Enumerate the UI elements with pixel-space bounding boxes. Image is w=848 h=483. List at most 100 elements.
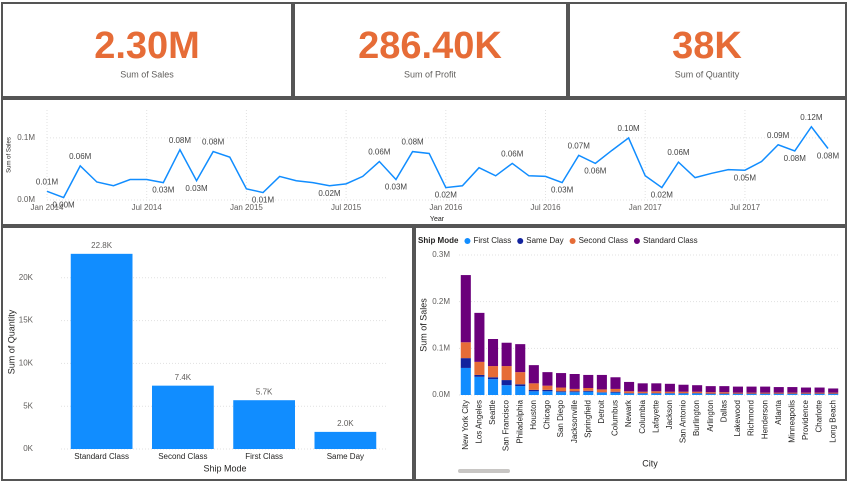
legend-label: Second Class [579,236,628,245]
bar-segment [760,392,771,394]
x-tick-label: Philadelphia [515,399,524,443]
data-label: 0.03M [551,186,574,195]
x-tick-label: Second Class [158,452,207,461]
data-label: 0.08M [202,138,225,147]
x-tick-label: Jul 2017 [730,203,761,212]
x-tick-label: Atlanta [774,399,783,424]
x-tick-label: Jul 2014 [132,203,163,212]
bar-segment [583,374,594,388]
bar-segment [678,384,689,392]
bar-segment [800,394,812,395]
bar-segment [773,394,784,395]
x-tick-label: Columbus [611,400,620,436]
stacked-panel [414,226,847,481]
card-panel [293,2,568,98]
x-tick-label: Jan 2015 [230,203,263,212]
x-tick-label: Jackson [665,400,674,429]
line-panel [1,98,847,226]
x-tick-label: Same Day [327,452,364,461]
data-label: 0.01M [252,196,275,205]
data-label: 22.8K [91,241,113,250]
bar-segment [542,391,553,395]
y-axis-title: Sum of Quantity [6,309,16,374]
y-axis-title: Sum of Sales [7,137,13,173]
bar-segment [678,391,689,394]
data-label: 0.12M [800,113,823,122]
bar-segment [556,387,567,392]
scrollbar[interactable] [458,469,510,473]
bar-segment [528,383,539,390]
legend-label: Same Day [526,236,563,245]
bar-segment [664,383,675,392]
bar-segment [705,386,716,393]
x-tick-label: Jacksonville [570,399,579,443]
bar-segment [569,392,580,395]
bar-segment [542,385,553,390]
bar-segment [637,391,648,394]
kpi-value: 286.40K [358,25,502,67]
x-tick-label: Springfield [583,400,592,438]
x-tick-label: San Antonio [679,399,688,443]
y-tick-label: 0.1M [432,343,450,352]
data-label: 0.08M [817,152,840,161]
bar-segment [487,339,499,367]
x-tick-label: Newark [624,399,633,427]
bar-segment [814,387,825,393]
bar-segment [624,391,635,394]
x-tick-label: Richmond [747,400,756,436]
card-panel [1,2,293,98]
bar-segment [610,377,621,389]
bar-segment [664,391,675,394]
data-label: 0.06M [584,166,607,175]
bar-segment [705,392,716,394]
bar-segment [487,377,499,380]
y-tick-label: 0.3M [432,250,450,259]
x-tick-label: Henderson [760,400,769,439]
bar-segment [746,394,757,395]
x-tick-label: Minneapolis [787,400,796,443]
x-axis-title: Ship Mode [203,463,246,473]
legend-marker [569,238,576,244]
bar-segment [692,391,703,394]
y-tick-label: 0.0M [432,390,450,399]
y-tick-label: 5K [23,401,33,410]
bar-segment [596,392,607,395]
y-axis-title: Sum of Sales [418,298,428,352]
bar-segment [487,379,499,395]
line [46,125,829,199]
data-label: 0.08M [784,154,807,163]
x-tick-label: Seattle [488,399,497,424]
bar-segment [719,394,730,395]
data-label: 0.06M [501,149,524,158]
bar-segment [787,392,798,394]
bar-segment [460,367,471,395]
data-label: 0.10M [617,124,640,133]
bar-segment [787,394,798,395]
bar-segment [692,385,703,392]
kpi-label: Sum of Sales [120,69,174,79]
bar-segment [814,392,825,394]
data-label: 0.02M [435,191,458,200]
bar-segment [800,387,812,393]
bar-segment [515,384,526,387]
bar-segment [528,391,539,395]
x-tick-label: Jul 2016 [530,203,561,212]
x-tick-label: Long Beach [828,400,837,443]
bar-segment [515,344,526,373]
data-label: 0.08M [401,138,424,147]
x-axis-title: Year [430,216,445,223]
bar-segment [501,380,512,386]
data-label: 0.03M [152,186,175,195]
bar-segment [542,389,553,392]
legend-label: First Class [473,236,511,245]
bar-segment [515,372,526,385]
bar-segment [556,391,567,393]
data-label: 0.00M [52,201,75,210]
x-tick-label: Dallas [719,400,728,422]
x-tick-label: Los Angeles [475,400,484,444]
bar-segment [732,392,743,394]
y-tick-label: 10K [19,359,34,368]
bar-segment [637,393,648,395]
data-label: 0.06M [69,152,92,161]
